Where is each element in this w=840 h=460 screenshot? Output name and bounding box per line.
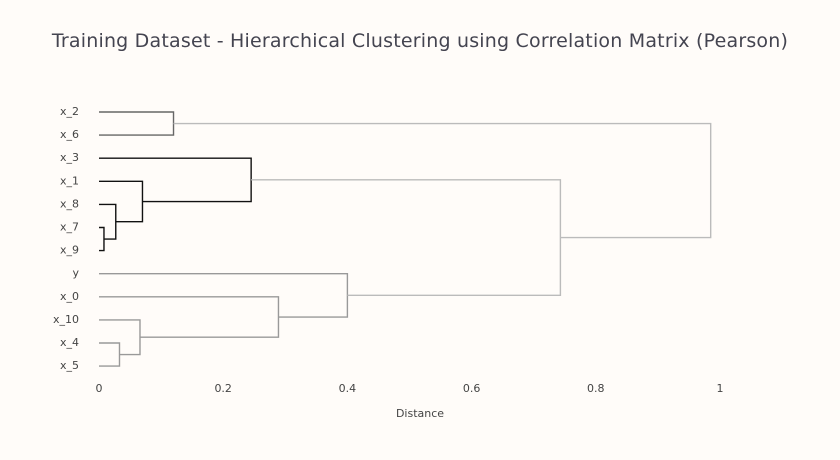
leaf-label: x_1 — [60, 174, 79, 187]
leaf-label: y — [72, 267, 79, 280]
link-m10 — [251, 179, 562, 297]
link-m9 — [99, 273, 349, 318]
x-axis-title: Distance — [396, 407, 444, 420]
link-m2 — [99, 203, 117, 240]
link-m3 — [99, 180, 144, 223]
link-m5 — [99, 111, 175, 136]
x-axis-ticks: 0 0.2 0.4 0.6 0.8 1 — [96, 382, 724, 395]
leaf-label: x_7 — [60, 221, 79, 234]
leaf-label: x_8 — [60, 197, 79, 210]
x-tick-label: 0.8 — [587, 382, 605, 395]
leaf-labels: x_2 x_6 x_3 x_1 x_8 x_7 x_9y x_0 x_10 x_4 x_5 — [53, 105, 80, 372]
x-tick-label: 0.2 — [214, 382, 232, 395]
leaf-label: x_10 — [53, 313, 79, 326]
leaf-label: x_9 — [60, 244, 79, 257]
leaf-label: x_5 — [60, 359, 79, 372]
leaf-label: x_2 — [60, 105, 79, 118]
x-tick-label: 0.4 — [339, 382, 357, 395]
chart-title: Training Dataset - Hierarchical Clusteri… — [51, 30, 789, 52]
leaf-label: x_4 — [60, 336, 79, 349]
x-tick-label: 1 — [717, 382, 724, 395]
link-m8 — [99, 296, 280, 338]
link-m4 — [99, 157, 252, 203]
leaf-label: x_6 — [60, 128, 79, 141]
dendrogram-links — [99, 111, 712, 367]
link-m1 — [99, 226, 105, 252]
link-m11 — [173, 122, 712, 239]
leaf-label: x_3 — [60, 151, 79, 164]
x-tick-label: 0.6 — [463, 382, 481, 395]
x-tick-label: 0 — [96, 382, 103, 395]
leaf-label: x_0 — [60, 290, 79, 303]
link-m6 — [99, 342, 121, 367]
